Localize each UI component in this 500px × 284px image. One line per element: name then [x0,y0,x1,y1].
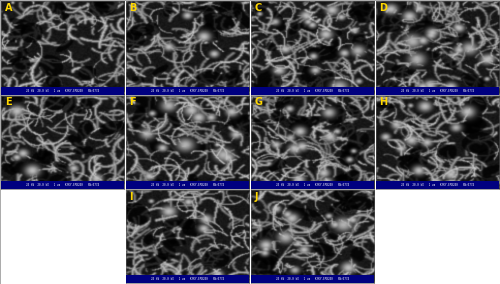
Bar [250,181,374,189]
Bar [1,181,124,189]
Text: G: G [254,97,262,107]
Text: 20 kV  20.0 kX   1 um   KYKY-EM3200   SN:0774: 20 kV 20.0 kX 1 um KYKY-EM3200 SN:0774 [401,183,474,187]
Text: C: C [254,3,262,13]
Text: 20 kV  20.0 kX   1 um   KYKY-EM3200   SN:0774: 20 kV 20.0 kX 1 um KYKY-EM3200 SN:0774 [276,277,349,281]
Text: E: E [4,97,12,107]
Text: 20 kV  20.0 kX   1 um   KYKY-EM3200   SN:0774: 20 kV 20.0 kX 1 um KYKY-EM3200 SN:0774 [26,89,99,93]
Text: 20 kV  20.0 kX   1 um   KYKY-EM3200   SN:0774: 20 kV 20.0 kX 1 um KYKY-EM3200 SN:0774 [151,183,224,187]
Text: 20 kV  20.0 kX   1 um   KYKY-EM3200   SN:0774: 20 kV 20.0 kX 1 um KYKY-EM3200 SN:0774 [151,89,224,93]
Bar [250,275,374,283]
Text: B: B [130,3,137,13]
Text: 20 kV  20.0 kX   1 um   KYKY-EM3200   SN:0774: 20 kV 20.0 kX 1 um KYKY-EM3200 SN:0774 [276,183,349,187]
Bar [250,87,374,95]
Bar [126,275,249,283]
Text: A: A [4,3,12,13]
Text: 20 kV  20.0 kX   1 um   KYKY-EM3200   SN:0774: 20 kV 20.0 kX 1 um KYKY-EM3200 SN:0774 [401,89,474,93]
Text: 20 kV  20.0 kX   1 um   KYKY-EM3200   SN:0774: 20 kV 20.0 kX 1 um KYKY-EM3200 SN:0774 [151,277,224,281]
Bar [126,181,249,189]
Text: 20 kV  20.0 kX   1 um   KYKY-EM3200   SN:0774: 20 kV 20.0 kX 1 um KYKY-EM3200 SN:0774 [276,89,349,93]
Bar [1,87,124,95]
Bar [376,87,499,95]
Text: I: I [130,192,133,202]
Text: J: J [254,192,258,202]
Bar [376,181,499,189]
Text: D: D [380,3,388,13]
Bar [126,87,249,95]
Text: H: H [380,97,388,107]
Text: F: F [130,97,136,107]
Text: 20 kV  20.0 kX   1 um   KYKY-EM3200   SN:0774: 20 kV 20.0 kX 1 um KYKY-EM3200 SN:0774 [26,183,99,187]
